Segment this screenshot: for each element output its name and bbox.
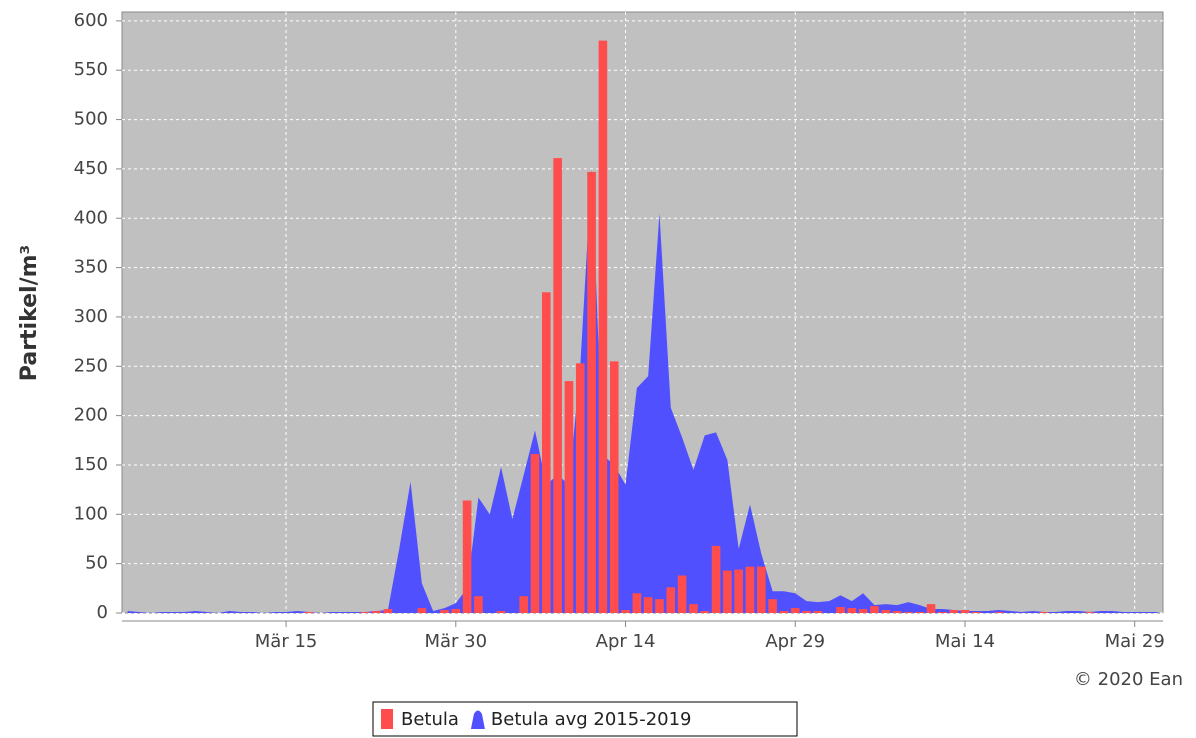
area — [127, 168, 1158, 614]
bar — [304, 612, 314, 613]
bar — [745, 566, 755, 613]
y-tick-label: 350 — [74, 257, 108, 278]
legend-swatch — [381, 709, 393, 729]
bar — [609, 361, 619, 613]
bar — [360, 612, 370, 613]
bar — [790, 608, 800, 613]
bar — [915, 612, 925, 613]
bar — [643, 597, 653, 613]
bar — [1039, 612, 1049, 613]
bar — [949, 610, 958, 613]
bar — [575, 363, 585, 613]
y-tick-label: 300 — [74, 306, 108, 327]
bar — [496, 611, 506, 613]
bar — [451, 609, 461, 613]
legend — [372, 701, 798, 737]
bar — [892, 611, 902, 613]
bar — [383, 609, 393, 613]
bar — [971, 612, 981, 613]
bar — [462, 500, 472, 613]
bar — [858, 609, 868, 613]
y-tick-label: 200 — [74, 405, 108, 426]
bar — [564, 381, 574, 613]
bar — [870, 606, 879, 613]
bar — [1085, 612, 1094, 613]
bar — [802, 611, 811, 613]
bar — [621, 610, 630, 613]
bar — [723, 570, 732, 613]
bar — [926, 604, 936, 613]
bar — [598, 40, 608, 614]
bar — [836, 607, 845, 613]
bar — [847, 608, 857, 613]
y-tick-label: 0 — [97, 602, 108, 623]
legend-swatch — [470, 710, 485, 729]
bar — [734, 569, 743, 613]
x-tick-label: Apr 14 — [596, 631, 656, 652]
y-axis-label: Partikel/m³ — [17, 245, 42, 381]
legend-label: Betula — [401, 709, 459, 730]
bar — [519, 596, 528, 613]
bar — [700, 611, 710, 613]
x-tick-label: Mär 30 — [425, 631, 488, 652]
bar — [711, 545, 721, 613]
bar — [372, 611, 381, 613]
legend-label: Betula avg 2015-2019 — [491, 709, 692, 730]
y-tick-label: 500 — [74, 109, 108, 130]
y-tick-label: 100 — [74, 503, 108, 524]
bar — [813, 611, 823, 613]
bar — [779, 611, 789, 613]
bar — [960, 610, 970, 613]
bar — [904, 612, 913, 613]
bar — [689, 604, 698, 613]
bar — [440, 610, 449, 613]
x-tick-label: Apr 29 — [765, 631, 825, 652]
bar — [655, 599, 664, 613]
y-tick-label: 400 — [74, 207, 108, 228]
bar — [757, 566, 766, 613]
bar — [632, 593, 642, 613]
x-tick-label: Mai 29 — [1105, 631, 1165, 652]
bar — [587, 171, 596, 613]
x-tick-label: Mär 15 — [255, 631, 318, 652]
y-tick-label: 450 — [74, 158, 108, 179]
bar — [474, 596, 483, 613]
x-tick-label: Mai 14 — [935, 631, 995, 652]
y-tick-label: 50 — [85, 553, 108, 574]
bar — [530, 454, 540, 613]
bar — [938, 612, 947, 613]
y-tick-label: 250 — [74, 355, 108, 376]
bar — [881, 610, 891, 613]
bar — [666, 587, 676, 613]
y-tick-label: 600 — [74, 10, 108, 31]
bar — [768, 599, 777, 613]
bar — [994, 612, 1004, 613]
y-tick-label: 550 — [74, 59, 108, 80]
bar — [417, 608, 427, 613]
bar — [553, 158, 562, 613]
credit: © 2020 Ean — [1074, 669, 1183, 690]
bar — [542, 292, 551, 613]
bar — [677, 575, 687, 613]
y-tick-label: 150 — [74, 454, 108, 475]
